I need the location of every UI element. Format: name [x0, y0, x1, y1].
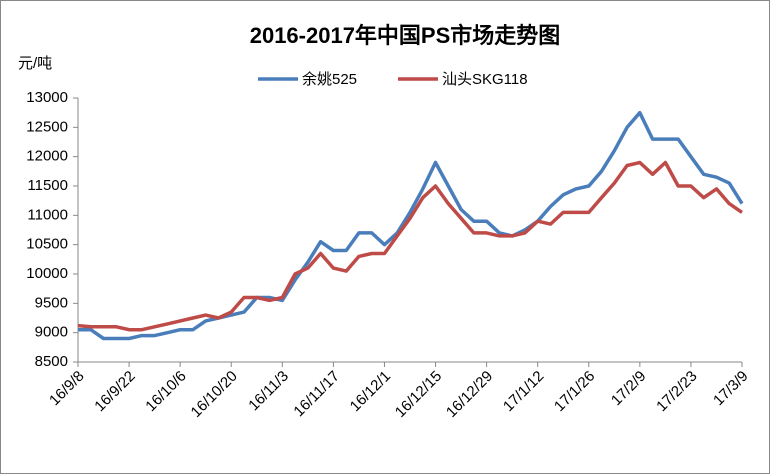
y-tick-label: 9500: [35, 294, 68, 311]
y-tick-label: 8500: [35, 353, 68, 370]
series-line: [77, 160, 743, 332]
y-tick-label: 10000: [26, 265, 68, 282]
y-tick-label: 13000: [26, 89, 68, 106]
legend-label: 汕头SKG118: [442, 71, 528, 88]
y-tick-label: 12000: [26, 148, 68, 165]
y-tick-label: 11500: [27, 177, 68, 194]
y-tick-label: 11000: [27, 206, 68, 223]
chart-title: 2016-2017年中国PS市场走势图: [250, 23, 561, 48]
y-tick-label: 10500: [26, 236, 68, 253]
series-line: [78, 110, 744, 341]
legend: 余姚525 汕头SKG118: [258, 70, 528, 88]
y-tick-label: 12500: [26, 118, 68, 135]
y-axis-label: 元/吨: [18, 55, 52, 72]
legend-label: 余姚525: [302, 70, 357, 88]
y-tick-label: 9000: [35, 324, 68, 341]
